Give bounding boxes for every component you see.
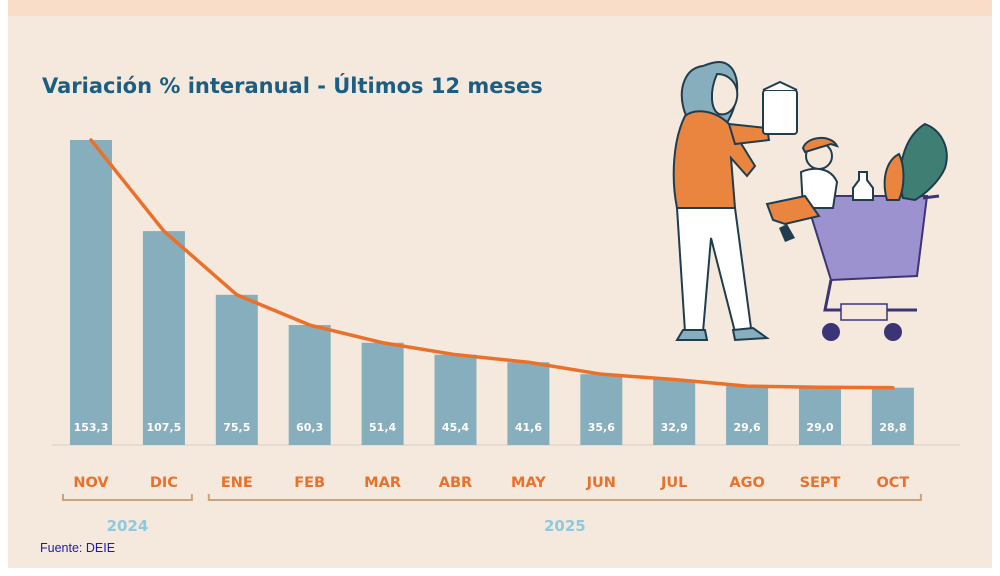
data-label-jul: 32,9 (661, 421, 688, 434)
chart-title: Variación % interanual - Últimos 12 mese… (42, 74, 543, 98)
month-label-oct: OCT (876, 475, 909, 491)
month-label-jul: JUL (660, 475, 687, 491)
bar-jun (580, 374, 623, 445)
data-label-may: 41,6 (515, 421, 542, 434)
shopping-illustration (672, 61, 948, 342)
data-label-nov: 153,3 (74, 421, 109, 434)
month-label-feb: FEB (294, 475, 325, 491)
vegetables-icon (883, 122, 948, 202)
bar-may (507, 362, 550, 445)
month-label-sept: SEPT (800, 475, 841, 491)
shopping-cart-icon (803, 194, 940, 341)
month-label-abr: ABR (439, 475, 472, 491)
data-label-sept: 29,0 (806, 421, 833, 434)
data-label-jun: 35,6 (588, 421, 615, 434)
bar-abr (434, 354, 477, 445)
year-bracket-2025 (207, 494, 922, 501)
data-label-abr: 45,4 (442, 421, 469, 434)
month-label-jun: JUN (586, 475, 616, 491)
bar-sept (799, 387, 841, 445)
data-label-ago: 29,6 (734, 421, 761, 434)
year-label-2025: 2025 (544, 517, 586, 535)
year-bracket-2024 (62, 494, 193, 501)
source-note: Fuente: DEIE (40, 541, 116, 555)
data-label-ene: 75,5 (223, 421, 250, 434)
top-band (8, 0, 992, 16)
month-label-ene: ENE (221, 475, 253, 491)
month-label-mar: MAR (364, 475, 401, 491)
data-label-feb: 60,3 (296, 421, 323, 434)
bar-jul (653, 379, 696, 445)
bottle-icon (852, 171, 874, 201)
data-label-mar: 51,4 (369, 421, 396, 434)
data-label-oct: 28,8 (879, 421, 906, 434)
bar-ene (215, 294, 258, 445)
bar-nov (70, 140, 112, 445)
month-label-nov: NOV (73, 475, 109, 491)
bar-dic (142, 231, 185, 445)
bar-feb (288, 325, 331, 445)
trend-line (89, 138, 895, 390)
month-label-may: MAY (511, 475, 546, 491)
month-label-dic: DIC (150, 475, 178, 491)
bar-ago (726, 386, 769, 445)
data-label-dic: 107,5 (147, 421, 182, 434)
month-label-ago: AGO (729, 475, 764, 491)
bar-mar (361, 342, 404, 445)
bar-oct (871, 387, 914, 445)
child-icon (765, 137, 839, 242)
year-label-2024: 2024 (107, 517, 149, 535)
woman-icon (672, 61, 798, 342)
